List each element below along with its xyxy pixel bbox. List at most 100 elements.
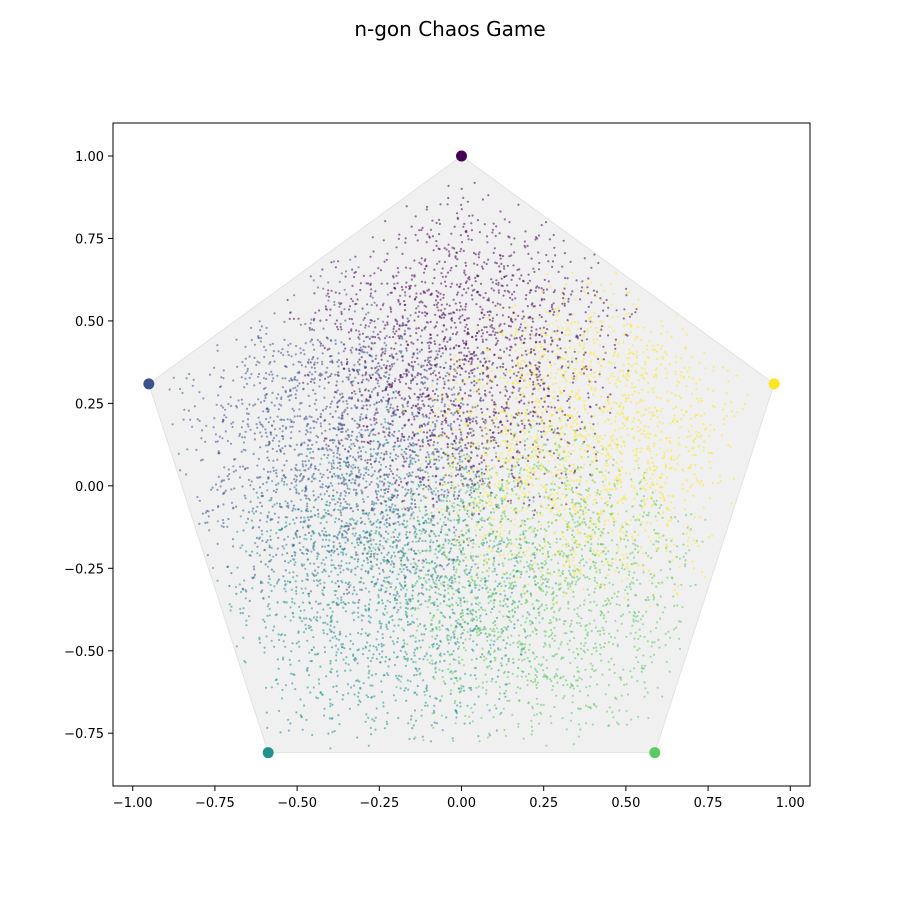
chaos-point bbox=[358, 692, 360, 694]
chaos-point bbox=[233, 487, 235, 489]
chaos-point bbox=[673, 459, 675, 461]
chaos-point bbox=[609, 513, 611, 515]
chaos-point bbox=[196, 496, 198, 498]
chaos-point bbox=[659, 447, 661, 449]
chaos-point bbox=[565, 380, 567, 382]
chaos-point bbox=[424, 694, 426, 696]
chaos-point bbox=[366, 352, 368, 354]
chaos-point bbox=[452, 447, 454, 449]
chaos-point bbox=[538, 477, 540, 479]
chaos-point bbox=[278, 403, 280, 405]
chaos-point bbox=[688, 450, 690, 452]
chaos-point bbox=[514, 318, 516, 320]
chaos-point bbox=[362, 653, 364, 655]
chaos-point bbox=[585, 561, 587, 563]
chaos-point bbox=[344, 495, 346, 497]
chaos-point bbox=[587, 631, 589, 633]
chaos-point bbox=[464, 509, 466, 511]
chaos-point bbox=[389, 570, 391, 572]
chaos-point bbox=[660, 320, 662, 322]
chaos-point bbox=[460, 352, 462, 354]
chaos-point bbox=[598, 520, 600, 522]
chaos-point bbox=[382, 602, 384, 604]
chaos-point bbox=[624, 425, 626, 427]
chaos-point bbox=[352, 456, 354, 458]
chaos-point bbox=[562, 535, 564, 537]
chaos-point bbox=[345, 400, 347, 402]
chaos-point bbox=[478, 521, 480, 523]
chaos-point bbox=[625, 288, 627, 290]
chaos-point bbox=[511, 554, 513, 556]
chaos-point bbox=[337, 675, 339, 677]
chaos-point bbox=[684, 499, 686, 501]
chaos-point bbox=[433, 463, 435, 465]
chaos-point bbox=[499, 527, 501, 529]
chaos-point bbox=[305, 433, 307, 435]
chaos-point bbox=[647, 433, 649, 435]
chaos-point bbox=[322, 483, 324, 485]
chaos-point bbox=[463, 381, 465, 383]
chaos-point bbox=[362, 418, 364, 420]
chaos-point bbox=[399, 295, 401, 297]
chaos-point bbox=[488, 567, 490, 569]
chaos-point bbox=[652, 345, 654, 347]
chaos-point bbox=[525, 354, 527, 356]
chaos-point bbox=[305, 366, 307, 368]
chaos-point bbox=[305, 464, 307, 466]
chaos-point bbox=[235, 593, 237, 595]
chaos-point bbox=[428, 394, 430, 396]
chaos-point bbox=[291, 555, 293, 557]
chaos-point bbox=[395, 246, 397, 248]
chaos-point bbox=[475, 488, 477, 490]
chaos-point bbox=[241, 451, 243, 453]
chaos-point bbox=[424, 360, 426, 362]
chaos-point bbox=[386, 442, 388, 444]
chaos-point bbox=[311, 416, 313, 418]
chaos-point bbox=[586, 375, 588, 377]
chaos-point bbox=[405, 607, 407, 609]
chaos-point bbox=[474, 529, 476, 531]
chaos-point bbox=[285, 426, 287, 428]
chaos-point bbox=[557, 368, 559, 370]
chaos-point bbox=[546, 484, 548, 486]
chaos-point bbox=[396, 578, 398, 580]
chaos-point bbox=[452, 455, 454, 457]
chaos-point bbox=[430, 321, 432, 323]
chaos-point bbox=[673, 507, 675, 509]
chaos-point bbox=[481, 587, 483, 589]
chaos-point bbox=[489, 469, 491, 471]
chaos-point bbox=[524, 240, 526, 242]
chaos-point bbox=[253, 566, 255, 568]
chaos-point bbox=[392, 336, 394, 338]
chaos-point bbox=[538, 600, 540, 602]
chaos-point bbox=[582, 361, 584, 363]
chaos-point bbox=[380, 489, 382, 491]
chaos-point bbox=[627, 370, 629, 372]
chaos-point bbox=[426, 370, 428, 372]
chaos-point bbox=[609, 326, 611, 328]
chaos-point bbox=[458, 318, 460, 320]
chaos-point bbox=[555, 372, 557, 374]
chaos-point bbox=[545, 507, 547, 509]
chaos-point bbox=[432, 416, 434, 418]
chaos-point bbox=[662, 358, 664, 360]
chaos-point bbox=[564, 440, 566, 442]
chaos-point bbox=[454, 459, 456, 461]
chaos-point bbox=[420, 570, 422, 572]
chaos-point bbox=[640, 399, 642, 401]
chaos-point bbox=[599, 630, 601, 632]
chaos-point bbox=[418, 560, 420, 562]
chaos-point bbox=[663, 452, 665, 454]
chaos-point bbox=[509, 444, 511, 446]
chaos-point bbox=[708, 435, 710, 437]
chaos-point bbox=[573, 637, 575, 639]
chaos-point bbox=[448, 558, 450, 560]
chaos-point bbox=[453, 510, 455, 512]
chaos-point bbox=[514, 581, 516, 583]
chaos-point bbox=[368, 677, 370, 679]
chaos-point bbox=[426, 436, 428, 438]
chaos-point bbox=[601, 438, 603, 440]
chaos-point bbox=[508, 700, 510, 702]
chaos-point bbox=[614, 401, 616, 403]
chaos-point bbox=[373, 539, 375, 541]
